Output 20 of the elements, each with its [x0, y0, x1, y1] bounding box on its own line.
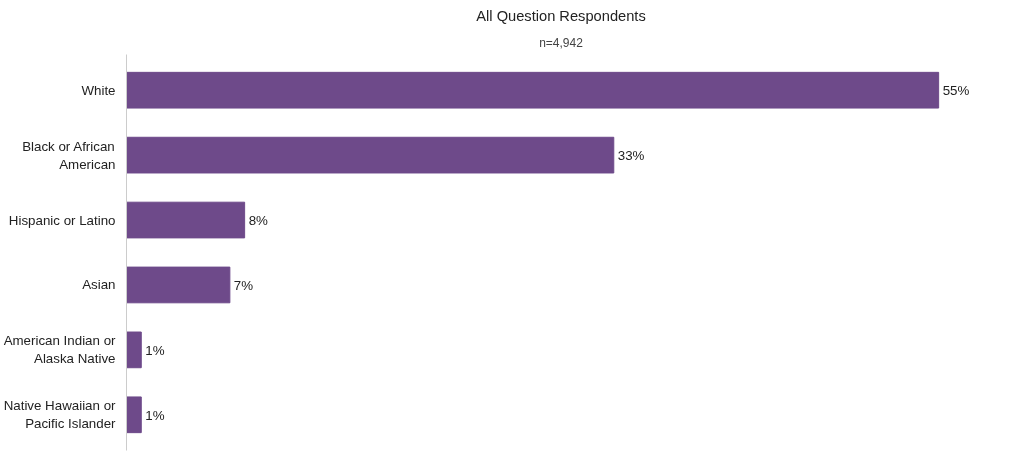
y-tick-label: American Indian or Alaska Native: [3, 333, 117, 367]
chart-title: All Question Respondents: [476, 7, 646, 24]
bar: [126, 201, 246, 239]
data-label: 7%: [233, 277, 254, 293]
data-label: 1%: [145, 342, 165, 358]
y-tick-label: Hispanic or Latino: [8, 212, 116, 228]
data-label: 33%: [617, 148, 645, 164]
bar: [126, 331, 142, 369]
bar: [126, 266, 231, 304]
chart-subtitle: n=4,942: [539, 35, 584, 50]
bar: [126, 71, 940, 109]
y-tick-label: Asian: [82, 277, 116, 293]
y-tick-label: Black or African American: [22, 138, 116, 172]
bar: [126, 396, 142, 434]
y-tick-label: White: [81, 82, 116, 98]
bar: [126, 136, 615, 174]
y-tick-label: Native Hawaiian or Pacific Islander: [3, 398, 117, 432]
data-label: 55%: [942, 83, 970, 99]
data-label: 8%: [248, 213, 269, 229]
data-label: 1%: [145, 407, 165, 423]
